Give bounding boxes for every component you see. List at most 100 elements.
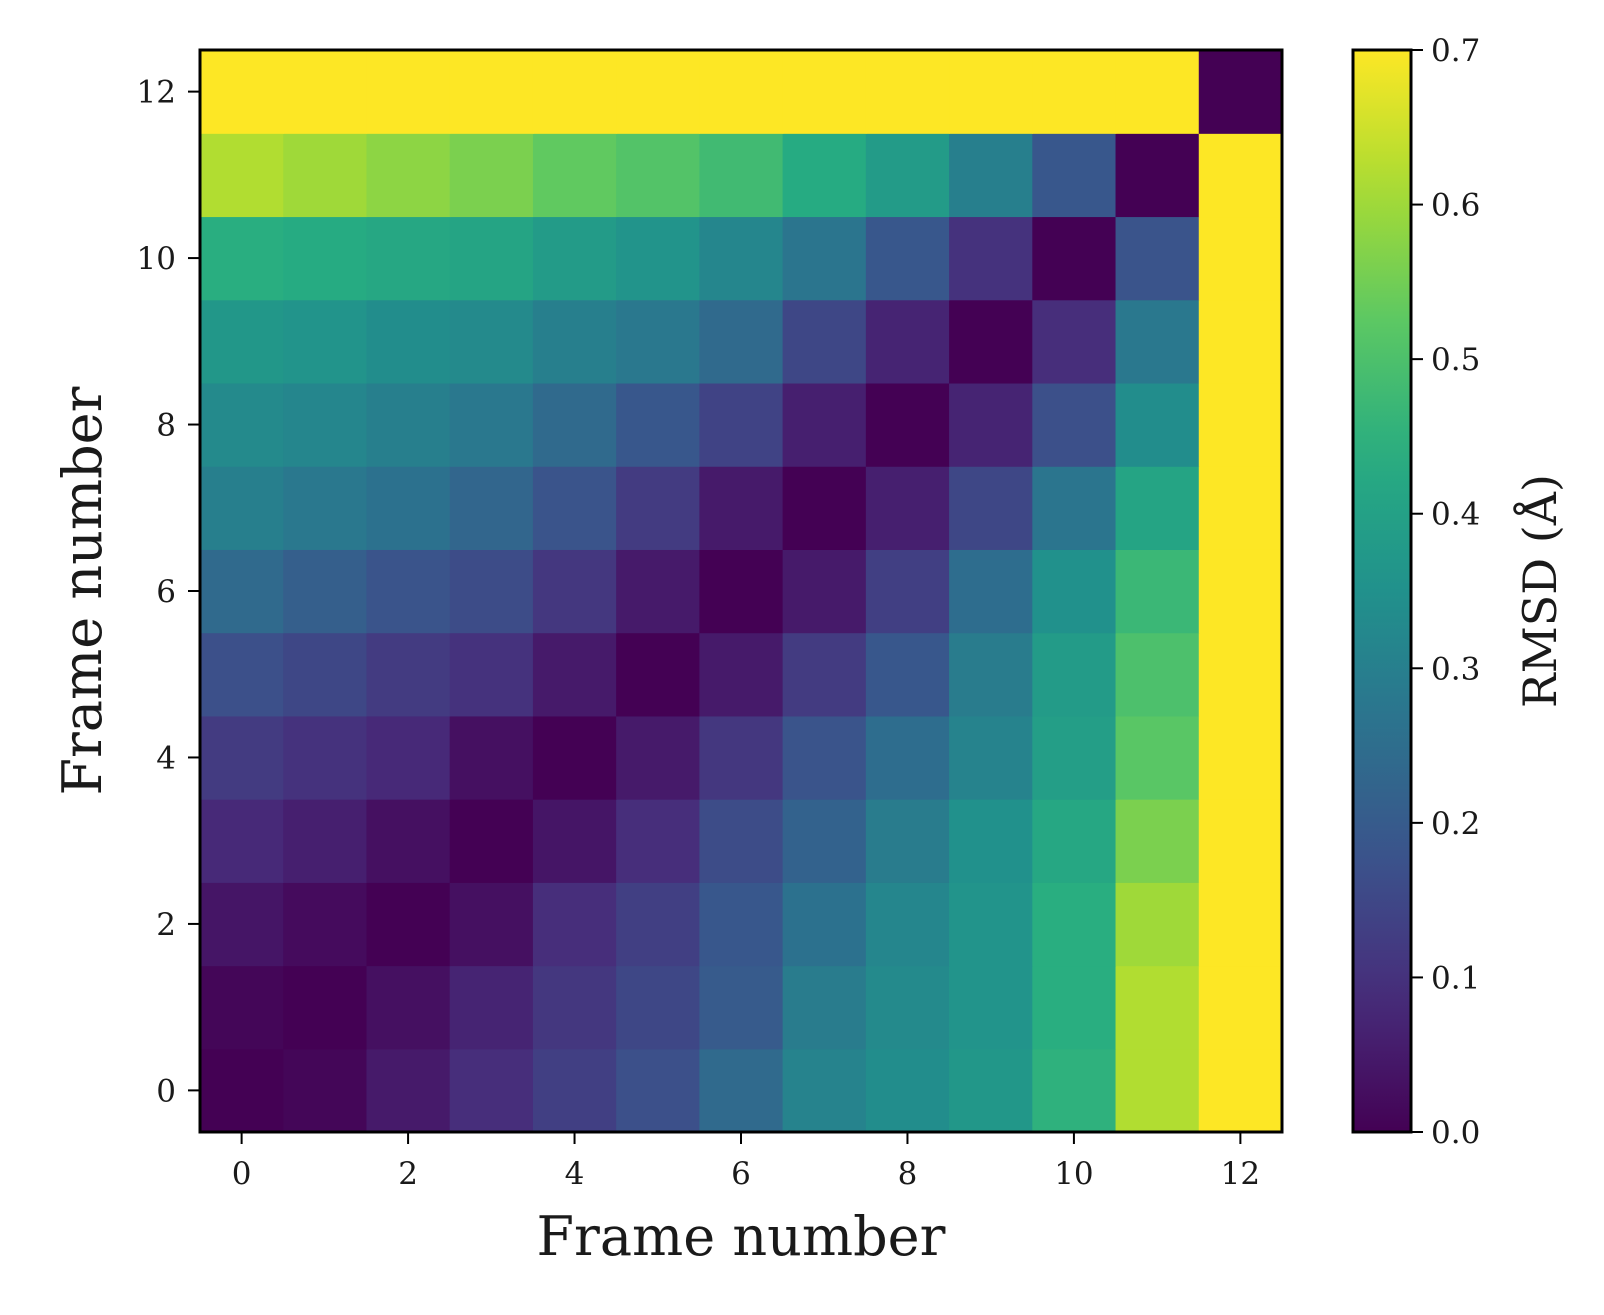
heatmap-cell <box>865 382 950 467</box>
heatmap-cell <box>200 799 284 883</box>
heatmap-cell <box>1115 965 1200 1050</box>
heatmap-cell <box>1198 882 1283 967</box>
heatmap-cell <box>782 299 867 384</box>
heatmap-cell <box>1115 466 1200 550</box>
heatmap-cell <box>1032 715 1117 800</box>
heatmap-cell <box>532 715 617 800</box>
heatmap-cell <box>366 216 451 301</box>
heatmap-cell <box>699 549 784 634</box>
heatmap-cell <box>283 632 368 717</box>
heatmap-cell <box>865 549 950 634</box>
heatmap-cell <box>782 216 867 301</box>
heatmap-cell <box>366 382 451 467</box>
heatmap-cell <box>283 1048 368 1133</box>
heatmap-cell <box>865 632 950 717</box>
heatmap-cell <box>949 133 1033 218</box>
heatmap-cell <box>532 965 617 1050</box>
heatmap-cell <box>366 466 451 550</box>
heatmap-cell <box>449 882 534 967</box>
heatmap-cell <box>283 882 368 967</box>
y-tick-label: 4 <box>156 740 176 776</box>
heatmap-cell <box>782 382 867 467</box>
heatmap-cell <box>366 299 451 384</box>
heatmap-cell <box>1032 1048 1117 1133</box>
heatmap-cell <box>616 549 700 634</box>
heatmap-cell <box>699 466 784 550</box>
heatmap-cell <box>699 133 784 218</box>
heatmap-cell <box>200 1048 284 1133</box>
colorbar-tick-label: 0.3 <box>1431 651 1480 687</box>
heatmap-cell <box>532 133 617 218</box>
heatmap-cell <box>699 882 784 967</box>
heatmap-cell <box>1198 799 1283 883</box>
heatmap-cell <box>1032 216 1117 301</box>
heatmap-cell <box>283 299 368 384</box>
y-tick-label: 6 <box>156 574 176 610</box>
heatmap-cell <box>616 715 700 800</box>
heatmap-cell <box>1198 632 1283 717</box>
heatmap-cell <box>449 1048 534 1133</box>
heatmap-cell <box>449 133 534 218</box>
y-axis-title: Frame number <box>51 386 114 795</box>
heatmap-cell <box>449 632 534 717</box>
heatmap-cell <box>283 965 368 1050</box>
heatmap-cell <box>1115 299 1200 384</box>
heatmap-cell <box>782 549 867 634</box>
heatmap-cell <box>1115 632 1200 717</box>
colorbar-tick-label: 0.2 <box>1431 806 1480 842</box>
heatmap-cell <box>865 1048 950 1133</box>
x-axis-ticks: 0 2 4 6 8 10 12 <box>232 1132 1260 1192</box>
heatmap-cell <box>865 50 950 134</box>
heatmap-cell <box>1032 133 1117 218</box>
x-tick-label: 2 <box>398 1156 418 1192</box>
heatmap-cell <box>949 382 1033 467</box>
heatmap-cell <box>532 632 617 717</box>
heatmap-cell <box>532 799 617 883</box>
heatmap-cell <box>782 799 867 883</box>
heatmap-cell <box>532 466 617 550</box>
heatmap-cell <box>949 466 1033 550</box>
heatmap-cell <box>949 882 1033 967</box>
x-tick-label: 12 <box>1221 1156 1260 1192</box>
colorbar-title: RMSD (Å) <box>1512 474 1567 708</box>
heatmap-cell <box>782 1048 867 1133</box>
heatmap-cell <box>1198 466 1283 550</box>
heatmap-cell <box>1032 882 1117 967</box>
heatmap-cell <box>449 799 534 883</box>
heatmap-cell <box>532 299 617 384</box>
heatmap-cell <box>949 1048 1033 1133</box>
heatmap-cell <box>782 466 867 550</box>
colorbar-tick-label: 0.6 <box>1431 188 1480 224</box>
heatmap-cell <box>865 799 950 883</box>
heatmap-cell <box>616 799 700 883</box>
x-tick-label: 4 <box>565 1156 585 1192</box>
colorbar <box>1351 48 1413 1134</box>
heatmap-cell <box>1198 549 1283 634</box>
heatmap-cell <box>865 715 950 800</box>
heatmap-cell <box>366 632 451 717</box>
heatmap-cell <box>1032 632 1117 717</box>
heatmap-cell <box>1032 799 1117 883</box>
heatmap-cell <box>283 799 368 883</box>
colorbar-tick-label: 0.4 <box>1431 497 1480 533</box>
heatmap-cell <box>699 382 784 467</box>
heatmap-cell <box>1198 382 1283 467</box>
heatmap-cell <box>366 799 451 883</box>
heatmap-cell <box>1032 382 1117 467</box>
heatmap-cell <box>283 549 368 634</box>
heatmap-cell <box>616 382 700 467</box>
heatmap-cell <box>949 799 1033 883</box>
heatmap-cell <box>366 50 451 134</box>
heatmap-cell <box>1115 715 1200 800</box>
heatmap-cell <box>1115 799 1200 883</box>
heatmap-cell <box>283 382 368 467</box>
heatmap-cell <box>616 50 700 134</box>
heatmap-cell <box>1115 549 1200 634</box>
heatmap-cell <box>283 216 368 301</box>
heatmap-cell <box>532 50 617 134</box>
heatmap-cell <box>699 965 784 1050</box>
heatmap-cell <box>1198 715 1283 800</box>
heatmap-cell <box>1198 50 1283 134</box>
x-axis-title: Frame number <box>537 1205 946 1268</box>
heatmap-cell <box>865 965 950 1050</box>
